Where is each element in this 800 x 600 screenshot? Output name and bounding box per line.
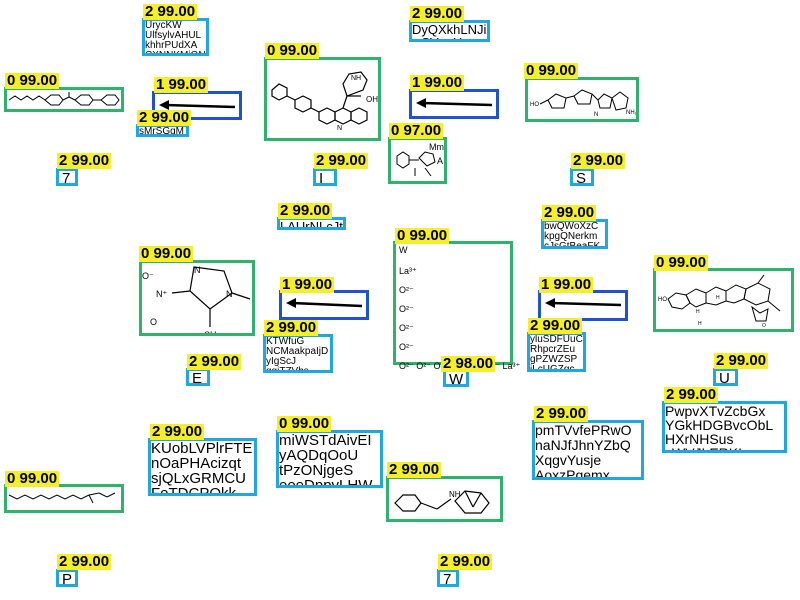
svg-text:HO: HO [658,297,667,303]
score-tag: 1 99.00 [410,74,465,91]
molecule-box: OH NH N [264,57,381,141]
left-arrow-icon [416,98,493,108]
score-tag: 2 98.00 [441,355,496,372]
text-box-right-big: pmTVvfePRwO naNJfJhnYZbQ XqgvYusje AoxzP… [532,420,644,480]
letter-box: 7 [56,168,78,186]
score-tag: 2 99.00 [264,319,319,336]
svg-text:O⁻: O⁻ [142,271,154,281]
score-tag: 0 99.00 [277,415,332,432]
letter-box: U [713,368,738,386]
reaction-arrow-box [279,290,369,320]
left-arrow-icon [286,298,363,308]
molecule-box: W La³⁺ O²⁻ O²⁻ O²⁻ O²⁻ O²⁻ O²⁻ O²⁻ O²⁻ O… [393,241,520,371]
text-box-top-mid: DyQXkhLNJiXwSVnuY [409,20,490,42]
text-box-right-mid: yluSDFUuC RhpcrZEu gPZWZSP iLcUGZgc [527,332,586,372]
svg-text:N: N [594,112,598,118]
score-tag: 2 99.00 [438,553,493,570]
molecule-structure: N N N⁺ O⁻ O SH [142,265,251,333]
score-tag: 2 99.00 [150,423,205,440]
molecule-box: MmdC A [388,137,447,184]
svg-text:N: N [194,265,201,275]
score-tag: 2 99.00 [571,152,626,169]
text-box-far-right: PwpvXTvZcbGx YGkHDGBvcObL HXrNHSus vWVJL… [662,401,787,453]
score-tag: 0 99.00 [654,254,709,271]
svg-text:N⁺: N⁺ [156,289,167,299]
svg-text:O: O [150,317,157,327]
svg-text:HO: HO [530,102,539,108]
svg-text:MmdC: MmdC [429,142,444,152]
text-box-right-small: bwQWoXzC kpgQNerkm cJsGtBeaFK [541,219,608,249]
svg-text:N: N [337,125,342,132]
score-tag: 1 99.00 [539,276,594,293]
molecule-structure: NH [394,490,490,514]
score-tag: 0 99.00 [5,470,60,487]
molecule-structure [8,492,116,504]
svg-text:N: N [226,289,233,299]
score-tag: 0 99.00 [524,62,579,79]
reaction-arrow-box [409,89,499,119]
score-tag: 2 99.00 [143,3,198,20]
score-tag: 2 99.00 [187,353,242,370]
molecule-structure [8,92,120,106]
score-tag: 2 99.00 [542,204,597,221]
left-arrow-icon [159,100,236,110]
molecule-structure: MmdC A [396,142,444,177]
score-tag: 0 99.00 [265,42,320,59]
svg-text:OH: OH [366,95,378,104]
molecule-box: N N N⁺ O⁻ O SH [139,260,255,336]
svg-text:NH: NH [351,75,361,82]
svg-text:NH₂: NH₂ [626,110,636,116]
text-box-top-left: UrycKW UlfsylvAHUL khhrPUdXA CXNNKMjON [142,18,209,56]
score-tag: 2 99.00 [278,202,333,219]
score-tag: 2 99.00 [534,405,589,422]
svg-text:A: A [437,156,443,166]
score-tag: 1 99.00 [280,276,335,293]
text-box-mid-big: miWSTdAivEI yAQDqOoU tPzONjgeS eeeDppvLHW [276,430,383,488]
score-tag: 2 99.00 [57,152,112,169]
svg-text:O: O [762,323,766,329]
text-box-left-big: KUobLVPlrFTE nOaPHAcizqt sjQLxGRMCU FoTDCP… [148,438,257,496]
molecule-box: HO NH₂ N [525,77,639,122]
svg-text:NH: NH [449,490,461,499]
score-tag: 2 99.00 [387,461,442,478]
molecule-structure: HO NH₂ N [530,89,636,118]
molecule-box: HO H H H O [653,268,794,332]
svg-text:H: H [698,321,702,327]
molecule-box [4,87,124,112]
score-tag: 2 99.00 [410,5,465,22]
letter-box: P [56,569,78,587]
score-tag: 1 99.00 [154,76,209,93]
molecule-structure: HO H H H O [658,274,781,329]
text-box-left-mid: KTWfuG NCMaakpaIjD yIgScJ ggiTZVbs [263,334,333,373]
letter-box: I [313,168,337,186]
score-tag: 2 99.00 [57,553,112,570]
score-tag: 2 99.00 [664,386,719,403]
score-tag: 0 99.00 [139,245,194,262]
score-tag: 2 99.00 [137,109,192,126]
score-tag: 0 99.00 [5,72,60,89]
letter-box: 7 [437,569,459,587]
svg-text:H: H [696,309,700,315]
svg-text:SH: SH [204,330,217,333]
molecule-box [4,484,124,513]
score-tag: 2 99.00 [714,352,769,369]
letter-box: E [186,368,210,386]
score-tag: 0 99.00 [395,227,450,244]
score-tag: 2 99.00 [314,152,369,169]
score-tag: 0 97.00 [389,122,444,139]
molecule-box: NH [386,476,503,522]
score-tag: 2 99.00 [528,317,583,334]
letter-box: S [570,168,594,186]
molecule-structure: OH NH N [271,71,378,132]
reaction-arrow-box [538,290,628,321]
left-arrow-icon [545,298,622,308]
svg-text:H: H [716,295,720,301]
